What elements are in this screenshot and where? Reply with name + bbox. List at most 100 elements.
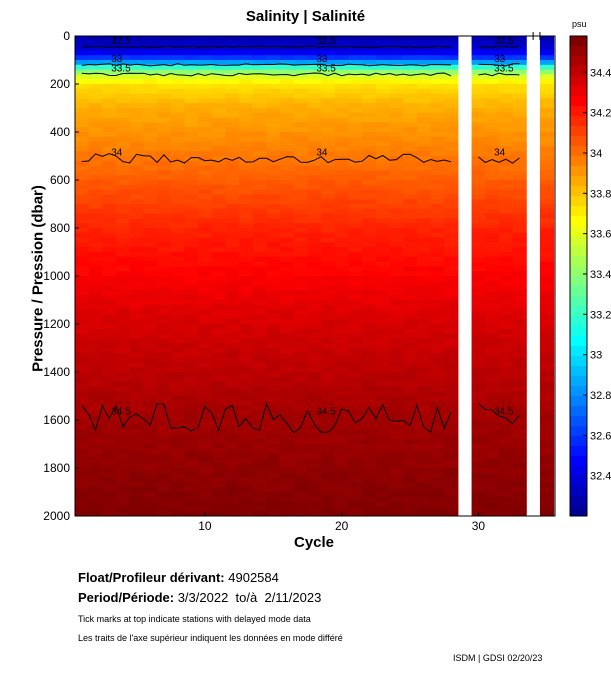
heatmap-cell (334, 170, 350, 176)
heatmap-cell (129, 511, 144, 517)
heatmap-cell (430, 252, 445, 258)
heatmap-cell (75, 333, 90, 339)
heatmap-cell (416, 247, 432, 253)
heatmap-cell (252, 88, 267, 95)
heatmap-cell (116, 261, 131, 267)
heatmap-cell (252, 170, 267, 176)
heatmap-cell (471, 343, 486, 349)
heatmap-cell (252, 501, 267, 507)
heatmap-cell (102, 40, 117, 47)
heatmap-cell (321, 122, 336, 128)
heatmap-cell (430, 511, 445, 517)
heatmap-cell (362, 496, 377, 503)
heatmap-cell (239, 295, 254, 301)
heatmap-cell (471, 352, 486, 359)
heatmap-cell (348, 184, 363, 191)
heatmap-cell (416, 309, 432, 315)
heatmap-cell (266, 319, 281, 325)
heatmap-cell (75, 424, 90, 431)
heatmap-cell (102, 69, 117, 75)
heatmap-cell (252, 112, 267, 119)
heatmap-cell (280, 208, 295, 215)
contour-line (81, 45, 452, 48)
heatmap-cell (485, 492, 500, 498)
heatmap-cell (116, 468, 131, 474)
heatmap-cell (512, 357, 527, 363)
heatmap-cell (266, 372, 281, 378)
heatmap-cell (539, 343, 555, 349)
heatmap-cell (444, 165, 459, 171)
heatmap-cell (389, 314, 404, 320)
heatmap-cell (116, 381, 131, 387)
colorbar-segment (570, 46, 587, 57)
heatmap-cell (403, 69, 418, 75)
heatmap-cell (116, 218, 131, 224)
heatmap-cell (102, 511, 117, 517)
heatmap-cell (498, 357, 514, 363)
heatmap-cell (485, 103, 500, 109)
heatmap-cell (334, 367, 350, 373)
heatmap-cell (116, 429, 131, 435)
heatmap-cell (485, 55, 500, 61)
heatmap-cell (198, 482, 213, 488)
heatmap-cell (102, 295, 117, 301)
heatmap-cell (539, 420, 555, 426)
heatmap-cell (211, 237, 226, 243)
heatmap-cell (293, 156, 308, 162)
heatmap-cell (198, 228, 213, 234)
heatmap-cell (293, 103, 308, 109)
heatmap-cell (416, 74, 432, 80)
heatmap-cell (252, 338, 267, 344)
heatmap-cell (375, 93, 391, 99)
heatmap-cell (416, 357, 432, 363)
heatmap-cell (307, 506, 322, 512)
heatmap-cell (444, 348, 459, 354)
heatmap-cell (198, 372, 213, 378)
heatmap-cell (239, 175, 254, 181)
heatmap-cell (75, 50, 90, 56)
heatmap-cell (485, 424, 500, 431)
heatmap-cell (512, 381, 527, 387)
heatmap-cell (102, 79, 117, 85)
heatmap-cell (334, 204, 350, 210)
heatmap-cell (280, 309, 295, 315)
heatmap-cell (266, 420, 281, 426)
heatmap-cell (75, 477, 90, 483)
heatmap-cell (184, 228, 199, 234)
heatmap-cell (184, 50, 199, 56)
heatmap-cell (170, 55, 185, 61)
heatmap-cell (389, 261, 404, 267)
heatmap-cell (471, 300, 486, 306)
heatmap-cell (430, 112, 445, 119)
heatmap-cell (389, 127, 404, 133)
colorbar-segment (570, 96, 587, 107)
heatmap-cell (280, 434, 295, 440)
heatmap-cell (403, 324, 418, 330)
heatmap-cell (485, 79, 500, 85)
heatmap-cell (375, 391, 391, 397)
heatmap-cell (116, 391, 131, 397)
heatmap-cell (157, 463, 172, 469)
heatmap-cell (375, 237, 391, 243)
heatmap-cell (143, 429, 158, 435)
heatmap-cell (184, 362, 199, 368)
heatmap-cell (389, 184, 404, 191)
heatmap-cell (471, 199, 486, 205)
heatmap-cell (88, 45, 103, 51)
heatmap-cell (293, 242, 308, 248)
heatmap-cell (362, 40, 377, 47)
heatmap-cell (157, 117, 172, 123)
heatmap-cell (129, 434, 144, 440)
heatmap-cell (143, 98, 158, 104)
heatmap-cell (102, 482, 117, 488)
heatmap-cell (362, 122, 377, 128)
heatmap-cell (143, 256, 158, 263)
heatmap-cell (348, 328, 363, 335)
heatmap-cell (512, 314, 527, 320)
heatmap-cell (293, 386, 308, 392)
heatmap-cell (266, 55, 281, 61)
heatmap-cell (184, 170, 199, 176)
colorbar-segment (570, 76, 587, 87)
heatmap-cell (239, 122, 254, 128)
heatmap-cell (416, 328, 432, 335)
